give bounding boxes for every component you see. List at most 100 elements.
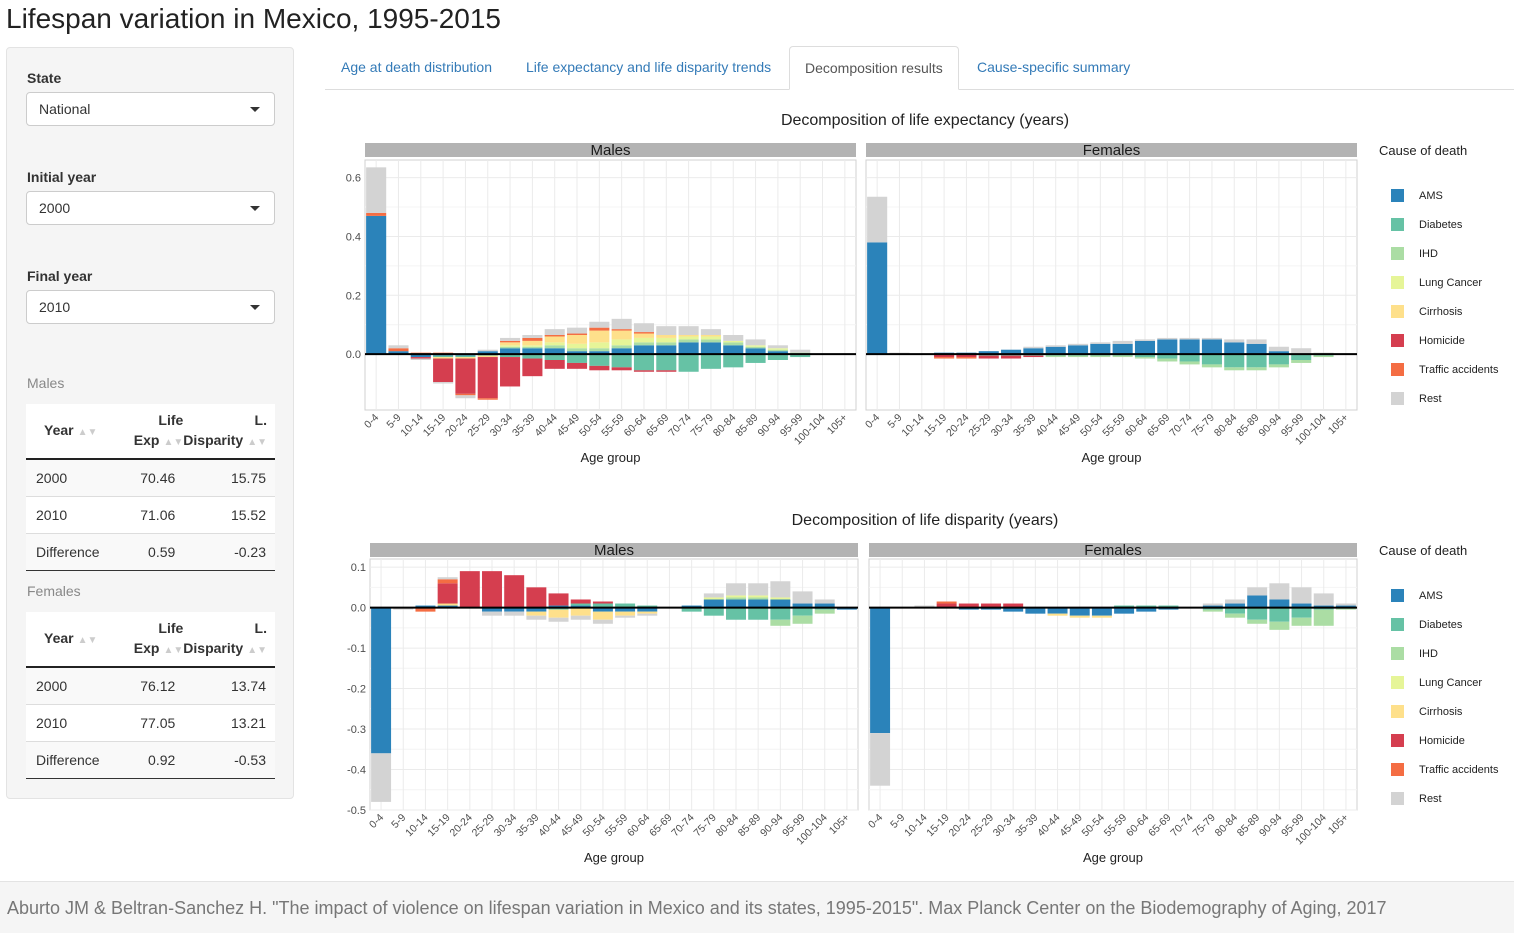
bar-ams — [633, 345, 655, 355]
table-row: 2000 70.46 15.75 — [26, 459, 275, 497]
x-tick-label: 20-24 — [944, 412, 972, 440]
x-tick-label: 40-44 — [532, 412, 560, 440]
bar-rest — [1247, 587, 1268, 596]
bar-ams — [1001, 349, 1022, 355]
sort-icon: ▲▼ — [77, 426, 98, 438]
bar-traffic-accidents — [522, 337, 543, 341]
x-tick-label: 25-29 — [465, 412, 493, 440]
legend-label: IHD — [1419, 648, 1438, 660]
x-tick-label: 65-69 — [1146, 812, 1174, 840]
bar-ihd — [1291, 360, 1312, 363]
bar-ams — [978, 351, 999, 355]
col-disparity-header[interactable]: L. Disparity ▲▼ — [183, 612, 275, 668]
initial-year-select[interactable]: 2000 — [26, 191, 275, 225]
bar-ams — [637, 607, 658, 612]
legend: Cause of death AMS Diabetes IHD Lung Cancer C… — [1379, 143, 1499, 405]
x-tick-label: 90-94 — [758, 812, 786, 840]
bar-cirrhosis — [548, 609, 569, 618]
x-tick-label: 25-29 — [470, 812, 498, 840]
col-year-header[interactable]: Year ▲▼ — [26, 612, 118, 668]
facet-strip — [370, 543, 858, 557]
tab-life-expectancy-trends[interactable]: Life expectancy and life disparity trend… — [526, 59, 772, 75]
bar-lung-cancer — [566, 343, 588, 349]
x-tick-label: 105+ — [1326, 412, 1351, 437]
bar-diabetes — [1269, 607, 1290, 622]
bar-ams — [792, 603, 813, 608]
bar-ams — [1136, 607, 1157, 612]
bar-ams — [1047, 607, 1068, 614]
bar-cirrhosis — [570, 607, 591, 616]
col-year-header[interactable]: Year ▲▼ — [26, 404, 118, 460]
bar-ihd — [1246, 367, 1267, 371]
x-tick-label: 10-14 — [902, 812, 930, 840]
x-tick-label: 30-34 — [989, 412, 1017, 440]
chevron-down-icon — [250, 107, 260, 112]
bar-cirrhosis — [592, 611, 613, 620]
bar-ihd — [1045, 355, 1066, 358]
bar-rest — [393, 607, 414, 610]
legend-key — [1391, 676, 1404, 689]
bar-rest — [615, 615, 636, 618]
bar-diabetes — [633, 354, 655, 371]
col-life-exp-header[interactable]: Life Exp ▲▼ — [117, 404, 184, 460]
bar-rest — [748, 583, 769, 596]
bar-cirrhosis — [566, 335, 588, 344]
x-tick-label: 45-49 — [555, 412, 583, 440]
x-tick-label: 105+ — [827, 812, 852, 837]
bar-ams — [1269, 599, 1290, 608]
bar-ihd — [792, 615, 813, 624]
bar-ihd — [633, 342, 655, 346]
col-disparity-header[interactable]: L. Disparity ▲▼ — [183, 404, 275, 460]
bar-ihd — [1225, 613, 1245, 618]
bar-rest — [814, 599, 835, 604]
legend-key — [1391, 792, 1404, 805]
bar-cirrhosis — [1069, 615, 1090, 618]
col-life-exp-header[interactable]: Life Exp ▲▼ — [117, 612, 184, 668]
final-year-select[interactable]: 2010 — [26, 290, 275, 324]
state-select[interactable]: National — [26, 92, 275, 126]
legend-key — [1391, 334, 1404, 347]
bar-rest — [1134, 339, 1156, 341]
bar-ams — [615, 607, 636, 612]
legend-key — [1391, 589, 1404, 602]
x-tick-label: 70-74 — [1167, 412, 1195, 440]
facet-label: Females — [1083, 142, 1141, 159]
bar-rest — [611, 318, 632, 330]
bar-rest — [700, 329, 721, 335]
x-tick-label: 35-39 — [1011, 412, 1039, 440]
bar-rest — [1291, 587, 1312, 604]
bar-ams — [1003, 607, 1024, 612]
bar-cirrhosis — [455, 357, 476, 359]
bar-ams — [526, 607, 547, 612]
facet-label: Females — [1084, 542, 1142, 559]
bar-rest — [1023, 346, 1044, 349]
legend-key — [1391, 363, 1404, 376]
legend-label: IHD — [1419, 248, 1438, 260]
initial-year-label: Initial year — [27, 169, 97, 185]
tab-cause-specific-summary[interactable]: Cause-specific summary — [977, 59, 1131, 75]
bar-rest — [792, 591, 813, 604]
bar-ihd — [1090, 355, 1111, 358]
legend-key — [1391, 305, 1404, 318]
bar-traffic-accidents — [544, 335, 565, 337]
x-tick-label: 0-4 — [866, 812, 885, 831]
x-axis-title: Age group — [1082, 450, 1142, 465]
facet-strip — [365, 143, 856, 157]
x-tick-label: 85-89 — [1235, 812, 1263, 840]
tab-decomposition-results[interactable]: Decomposition results — [789, 46, 959, 90]
table-row: 2010 71.06 15.52 — [26, 496, 275, 534]
bar-rest — [1045, 345, 1066, 347]
final-year-label: Final year — [27, 268, 93, 284]
bar-rest — [410, 358, 431, 360]
bar-ams — [388, 351, 409, 355]
bar-traffic-accidents — [934, 357, 955, 359]
y-tick-label: 0.6 — [346, 173, 361, 185]
bar-diabetes — [700, 354, 721, 369]
bar-ams — [1158, 607, 1179, 610]
legend: Cause of death AMS Diabetes IHD Lung Cancer C… — [1379, 543, 1499, 805]
bar-traffic-accidents — [366, 212, 387, 216]
tab-age-at-death[interactable]: Age at death distribution — [341, 59, 492, 75]
table-row: 2000 76.12 13.74 — [26, 667, 275, 705]
y-tick-label: -0.3 — [347, 724, 366, 736]
life-disparity-decomposition-chart: Decomposition of life disparity (years) M… — [347, 512, 1499, 865]
